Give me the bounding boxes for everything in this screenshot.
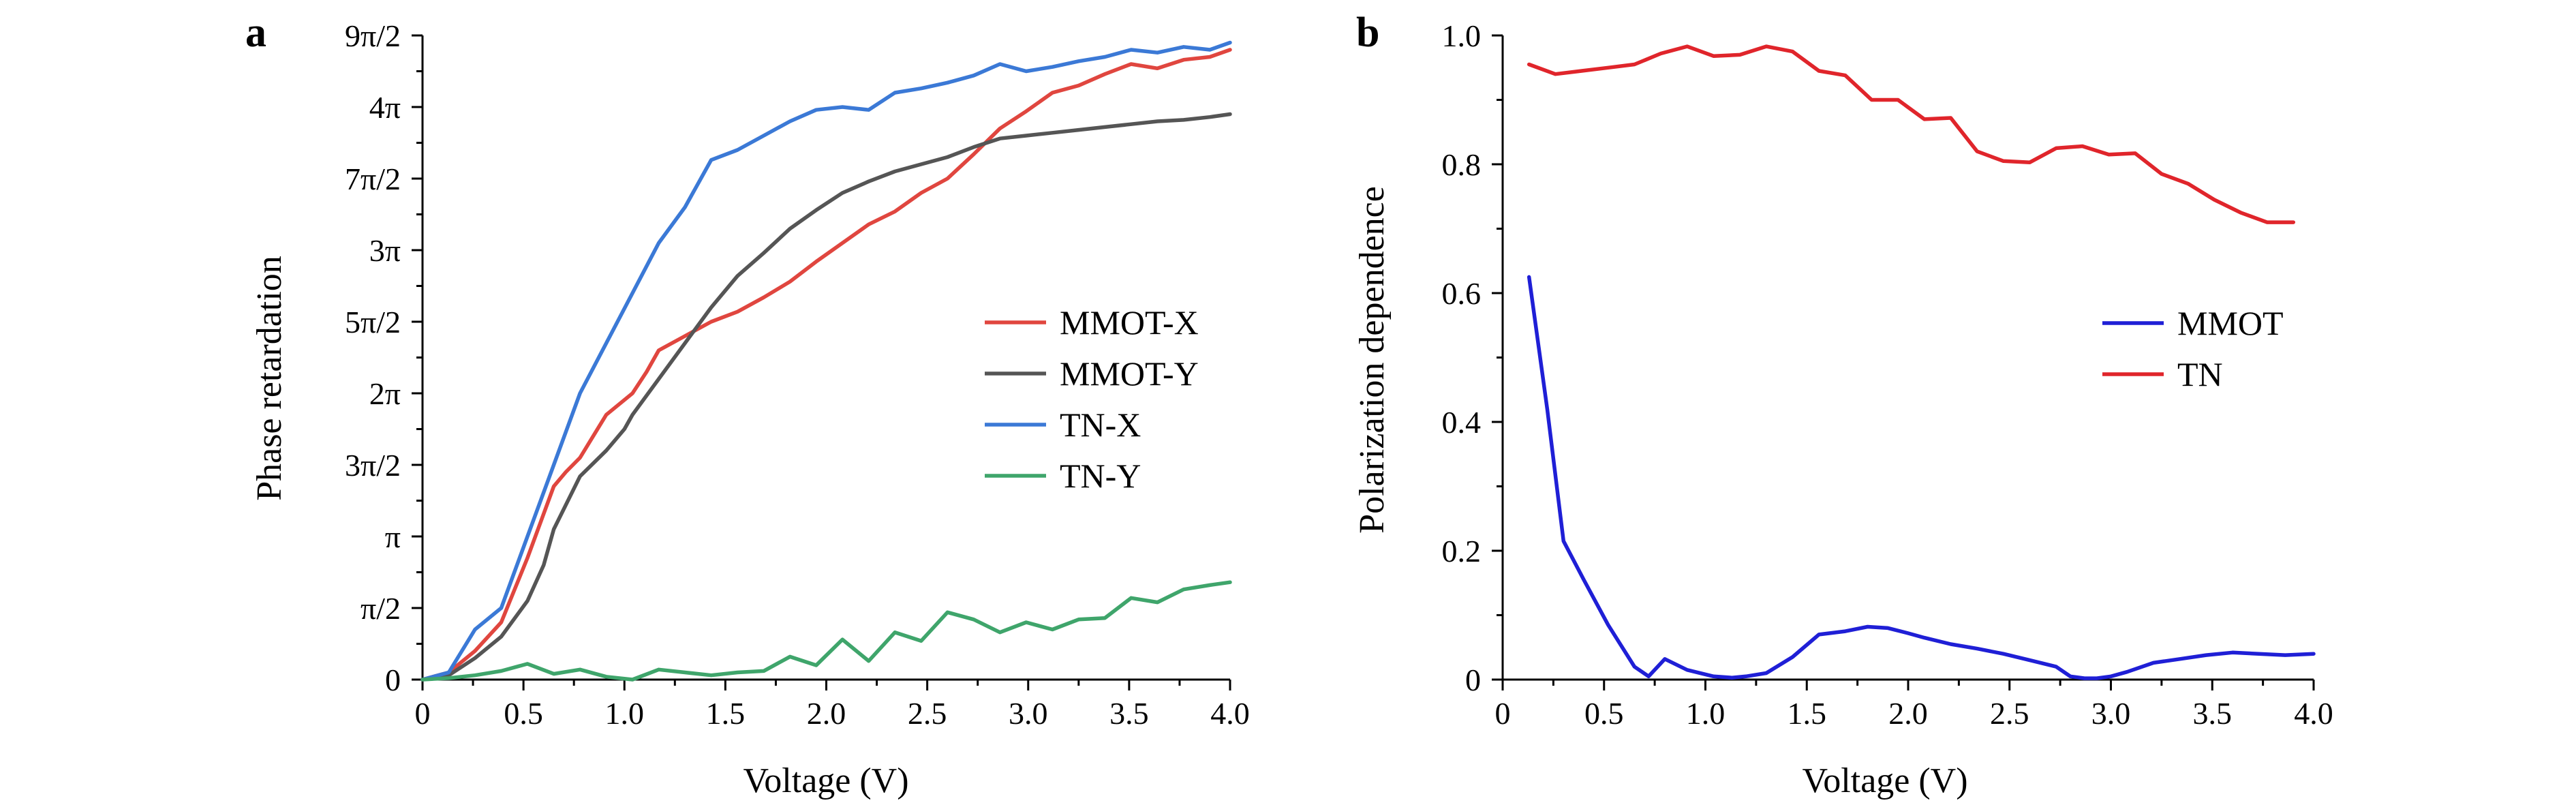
series-line-mmot-x (420, 48, 1232, 682)
b-x-tick-label: 1.0 (1686, 696, 1726, 731)
legend-label-mmot-y: MMOT-Y (1060, 354, 1199, 393)
a-y-tick-label: π/2 (361, 591, 401, 626)
a-x-tick-label: 0.5 (504, 696, 543, 731)
series-line-tn (1527, 44, 2296, 224)
a-y-tick-label: 0 (385, 663, 401, 697)
panel-b-y-axis-title: Polarization dependence (1353, 186, 1392, 534)
a-x-tick-label: 2.5 (908, 696, 947, 731)
panel-a-series (420, 40, 1232, 682)
b-y-tick-label: 1.0 (1442, 18, 1482, 53)
series-line-mmot-y (420, 112, 1232, 682)
panel-b-label: b (1356, 10, 1379, 56)
panel-a-legend: MMOT-X MMOT-Y TN-X TN-Y (985, 303, 1199, 495)
a-y-tick-label: 2π (369, 376, 401, 411)
panel-a-axes: 0 0.5 1.0 1.5 2.0 2.5 3.0 3.5 4.0 0 π/2 π 3π/2 2π 5π/2… (345, 18, 1250, 731)
b-x-tick-label: 2.0 (1888, 696, 1928, 731)
b-x-tick-label: 0.5 (1584, 696, 1624, 731)
b-x-tick-label: 2.5 (1990, 696, 2029, 731)
a-y-tick-label: 4π (369, 90, 401, 125)
a-x-tick-label: 1.0 (605, 696, 645, 731)
b-y-tick-label: 0.4 (1442, 405, 1482, 440)
panel-b-series (1527, 44, 2316, 680)
b-x-tick-label: 1.5 (1788, 696, 1827, 731)
a-x-tick-label: 1.5 (706, 696, 746, 731)
series-line-tn-y (420, 580, 1232, 682)
panel-a-y-axis-title: Phase retardation (250, 256, 289, 501)
b-y-tick-label: 0.2 (1442, 534, 1482, 568)
series-line-tn-x (420, 40, 1232, 682)
a-x-tick-label: 4.0 (1210, 696, 1250, 731)
a-x-tick-label: 2.0 (807, 696, 846, 731)
a-x-tick-label: 3.5 (1109, 696, 1149, 731)
b-x-tick-label: 3.5 (2193, 696, 2233, 731)
legend-label-tn-x: TN-X (1060, 406, 1141, 444)
legend-label-mmot-x: MMOT-X (1060, 303, 1199, 341)
b-x-tick-label: 0 (1495, 696, 1511, 731)
a-y-tick-label: 3π (369, 233, 401, 268)
a-x-tick-label: 0 (415, 696, 431, 731)
panel-b-legend: MMOT TN (2102, 304, 2284, 393)
panel-a-label: a (245, 10, 266, 56)
a-y-tick-label: 5π/2 (345, 305, 401, 339)
panel-a-x-axis-title: Voltage (V) (743, 761, 908, 800)
legend-label-tn-y: TN-Y (1060, 457, 1141, 495)
b-x-tick-label: 3.0 (2091, 696, 2131, 731)
panel-b-x-axis-title: Voltage (V) (1802, 761, 1967, 800)
a-y-tick-label: 3π/2 (345, 448, 401, 483)
panel-a: a Phase retardation Voltage (V) 0 0.5 1.0 1… (245, 10, 1250, 800)
a-x-tick-label: 3.0 (1009, 696, 1048, 731)
a-y-tick-label: 9π/2 (345, 18, 401, 53)
b-y-tick-label: 0 (1465, 663, 1481, 697)
panel-b-axes: 0 0.5 1.0 1.5 2.0 2.5 3.0 3.5 4.0 0 0.2 0.4 0.6 0.8 1.… (1442, 18, 2333, 731)
legend-label-mmot: MMOT (2177, 304, 2284, 342)
b-y-tick-label: 0.6 (1442, 276, 1482, 311)
a-y-tick-label: 7π/2 (345, 162, 401, 196)
b-y-tick-label: 0.8 (1442, 147, 1482, 182)
series-line-mmot (1527, 275, 2316, 680)
a-y-tick-label: π (385, 519, 401, 554)
legend-label-tn: TN (2177, 355, 2223, 393)
b-x-tick-label: 4.0 (2294, 696, 2333, 731)
